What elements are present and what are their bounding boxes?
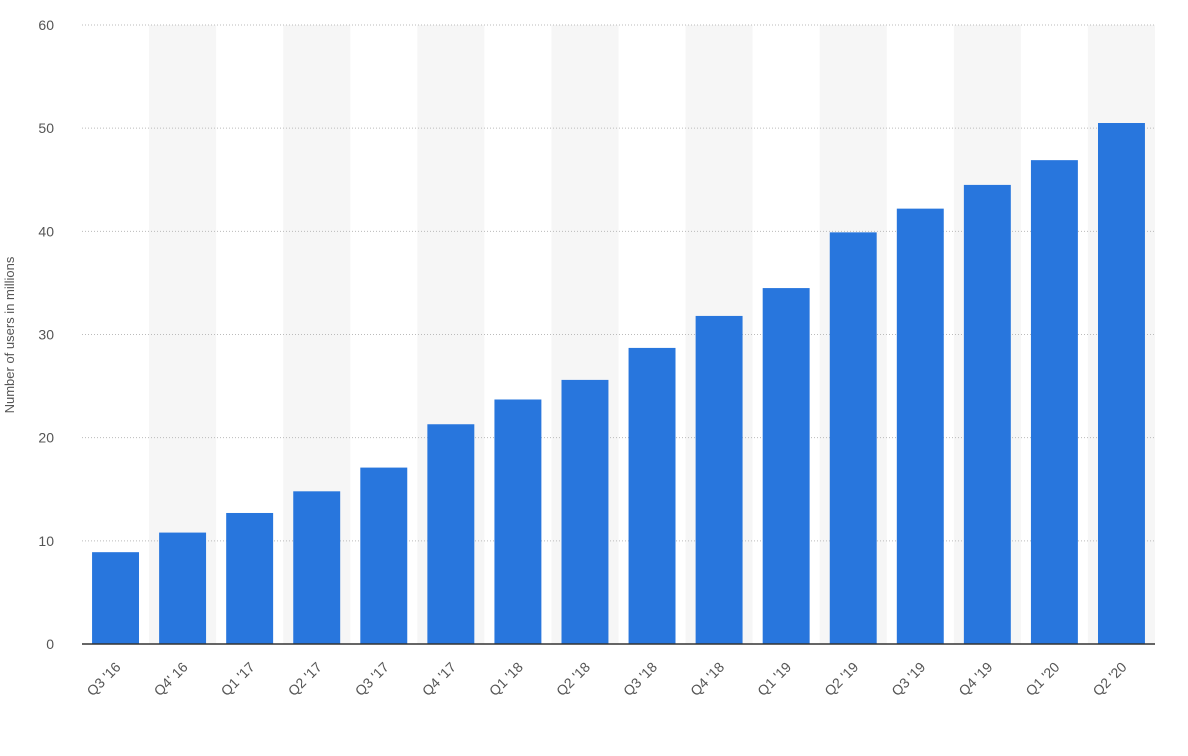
bar bbox=[1030, 160, 1078, 645]
x-tick-label: Q2 '19 bbox=[821, 659, 861, 699]
y-tick-label: 40 bbox=[38, 223, 54, 239]
bar bbox=[695, 315, 743, 644]
y-tick-label: 30 bbox=[38, 327, 54, 343]
x-tick-label: Q1 '17 bbox=[218, 659, 258, 699]
bar bbox=[293, 491, 341, 644]
bar bbox=[829, 232, 877, 645]
x-tick-label: Q3 '18 bbox=[620, 659, 660, 699]
bar bbox=[226, 512, 274, 644]
x-tick-label: Q1 '20 bbox=[1022, 659, 1062, 699]
bar bbox=[494, 399, 542, 644]
bar bbox=[427, 424, 475, 644]
x-tick-label: Q3 '19 bbox=[888, 659, 928, 699]
x-tick-label: Q4 '19 bbox=[955, 659, 995, 699]
bar bbox=[159, 532, 207, 644]
y-tick-label: 0 bbox=[46, 636, 54, 652]
bar bbox=[896, 208, 944, 645]
y-tick-label: 20 bbox=[38, 430, 54, 446]
y-tick-label: 50 bbox=[38, 120, 54, 136]
y-axis-label: Number of users in millions bbox=[2, 256, 17, 413]
bar bbox=[762, 288, 810, 644]
y-tick-label: 10 bbox=[38, 533, 54, 549]
x-tick-label: Q4 '17 bbox=[419, 659, 459, 699]
x-tick-label: Q3 '17 bbox=[352, 659, 392, 699]
bar bbox=[963, 184, 1011, 645]
x-tick-label: Q2 '17 bbox=[285, 659, 325, 699]
x-tick-label: Q3 '16 bbox=[83, 659, 123, 699]
x-tick-label: Q2 '18 bbox=[553, 659, 593, 699]
x-tick-label: Q4 '18 bbox=[687, 659, 727, 699]
bar bbox=[1097, 123, 1145, 645]
x-tick-label: Q1 '19 bbox=[754, 659, 794, 699]
bar bbox=[628, 347, 676, 644]
y-tick-label: 60 bbox=[38, 17, 54, 33]
x-tick-label: Q1 '18 bbox=[486, 659, 526, 699]
bar bbox=[360, 467, 408, 644]
x-tick-label: Q2 '20 bbox=[1089, 659, 1129, 699]
x-tick-label: Q4' 16 bbox=[151, 659, 191, 699]
bar bbox=[92, 552, 140, 644]
bar bbox=[561, 379, 609, 644]
